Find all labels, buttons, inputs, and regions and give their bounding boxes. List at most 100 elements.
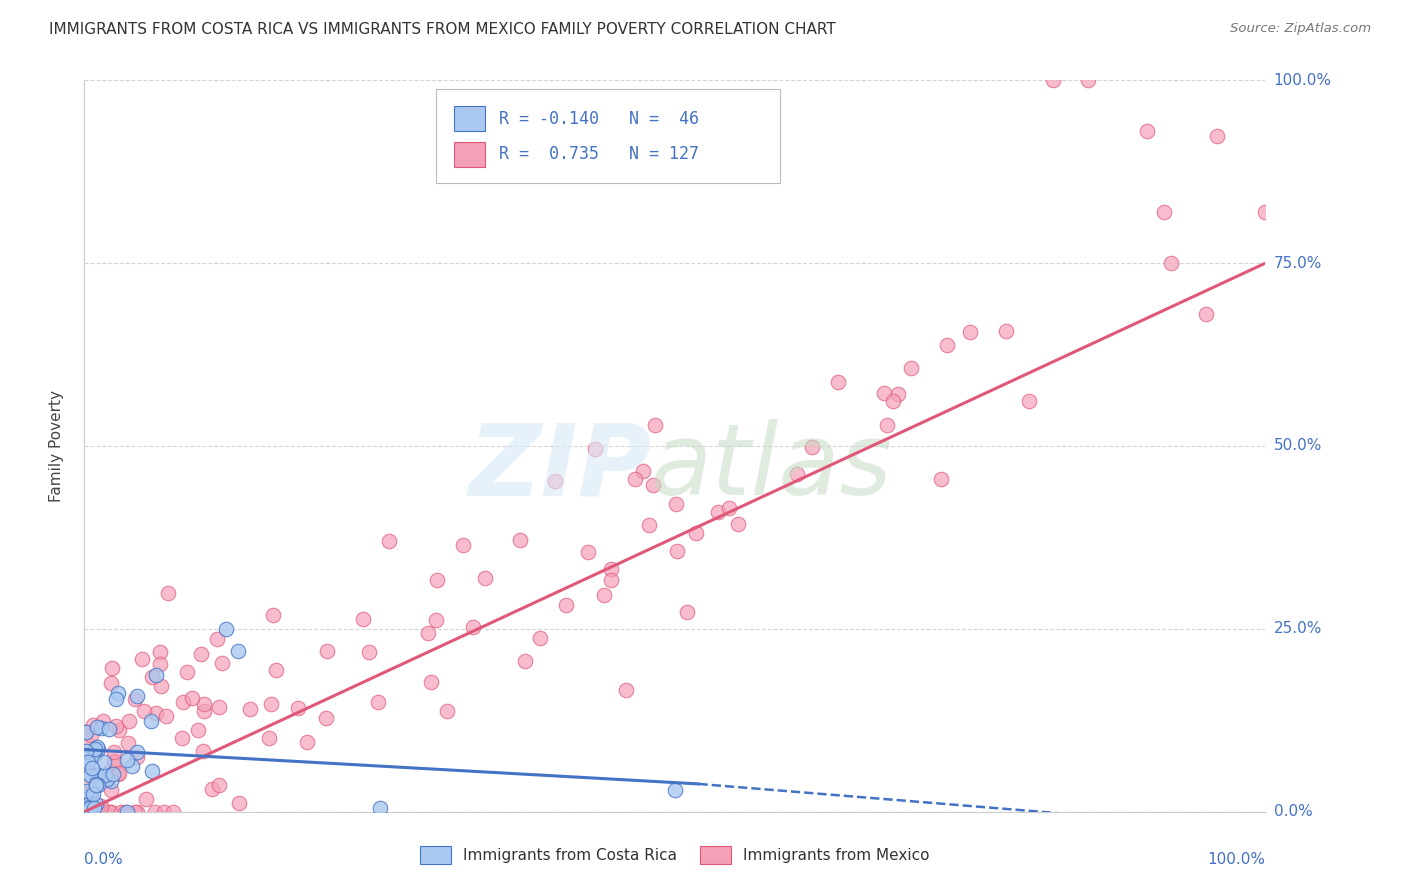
Point (882, 394, 904, 409)
Point (121, 758, 143, 772)
Point (641, 478, 664, 492)
Point (614, 683, 637, 698)
Point (89, 801, 111, 815)
Point (87, 778, 110, 792)
Point (664, 782, 686, 797)
Point (104, 756, 127, 770)
Point (600, 562, 623, 576)
Point (900, 360, 922, 375)
Point (84, 778, 107, 792)
Point (259, 731, 281, 746)
Point (117, 736, 139, 750)
Point (426, 573, 449, 587)
Legend: Immigrants from Costa Rica, Immigrants from Mexico: Immigrants from Costa Rica, Immigrants f… (415, 840, 935, 870)
Point (208, 699, 231, 714)
Point (90, 798, 112, 813)
Point (228, 796, 250, 810)
Text: R =  0.735   N = 127: R = 0.735 N = 127 (499, 145, 699, 163)
Point (264, 663, 287, 677)
Point (93, 755, 115, 769)
Point (115, 805, 138, 819)
Point (155, 708, 177, 723)
Point (96, 772, 118, 787)
Point (215, 622, 238, 636)
Point (79, 768, 101, 782)
Point (1042, 73, 1064, 87)
Point (79, 789, 101, 803)
Point (461, 620, 484, 634)
Point (149, 657, 172, 671)
Point (75, 743, 97, 757)
Point (418, 625, 440, 640)
Point (103, 746, 125, 760)
Point (676, 605, 699, 619)
Point (509, 533, 531, 547)
Point (80, 728, 103, 742)
Point (83, 801, 105, 815)
Point (82, 717, 104, 731)
Point (103, 754, 125, 768)
Point (82, 787, 104, 801)
Point (84, 777, 107, 791)
Point (226, 644, 249, 658)
Point (205, 632, 228, 646)
Text: 25.0%: 25.0% (1274, 622, 1322, 636)
Point (1136, 124, 1159, 138)
Point (600, 573, 623, 587)
Point (377, 533, 399, 548)
Point (208, 778, 231, 792)
Point (887, 387, 910, 401)
Point (135, 792, 157, 806)
Point (145, 667, 167, 681)
Point (727, 516, 749, 531)
Point (357, 645, 380, 659)
Point (98, 764, 121, 778)
Point (125, 749, 148, 764)
Text: 75.0%: 75.0% (1274, 256, 1322, 270)
Point (593, 587, 616, 601)
Point (76, 738, 98, 752)
Point (125, 689, 148, 703)
Point (262, 607, 284, 622)
Point (77, 797, 100, 811)
Point (139, 714, 162, 728)
Text: 100.0%: 100.0% (1208, 852, 1265, 867)
Point (103, 767, 125, 781)
Point (86, 797, 108, 811)
Point (149, 679, 172, 693)
Point (624, 472, 647, 486)
Point (368, 801, 391, 815)
Point (315, 711, 337, 725)
Text: IMMIGRANTS FROM COSTA RICA VS IMMIGRANTS FROM MEXICO FAMILY POVERTY CORRELATION : IMMIGRANTS FROM COSTA RICA VS IMMIGRANTS… (49, 22, 837, 37)
Point (367, 695, 389, 709)
Point (148, 645, 170, 659)
Point (474, 571, 496, 585)
Point (1206, 129, 1229, 144)
Point (544, 474, 567, 488)
Point (124, 691, 146, 706)
Point (352, 612, 374, 626)
Text: atlas: atlas (651, 419, 893, 516)
Point (959, 326, 981, 340)
Point (876, 418, 898, 433)
Point (97, 722, 120, 736)
Point (80, 785, 103, 799)
Point (104, 719, 127, 733)
Point (86, 720, 108, 734)
Point (190, 647, 212, 661)
Point (576, 545, 599, 559)
Point (107, 686, 129, 700)
Point (100, 805, 122, 819)
Text: ZIP: ZIP (468, 419, 651, 516)
Point (707, 504, 730, 518)
Point (315, 644, 337, 658)
Point (260, 697, 283, 711)
Point (425, 613, 447, 627)
Text: 100.0%: 100.0% (1274, 73, 1331, 87)
Text: Source: ZipAtlas.com: Source: ZipAtlas.com (1230, 22, 1371, 36)
Point (1153, 205, 1175, 219)
Point (75, 764, 97, 779)
Point (193, 704, 215, 718)
Point (108, 765, 131, 780)
Text: 50.0%: 50.0% (1274, 439, 1322, 453)
